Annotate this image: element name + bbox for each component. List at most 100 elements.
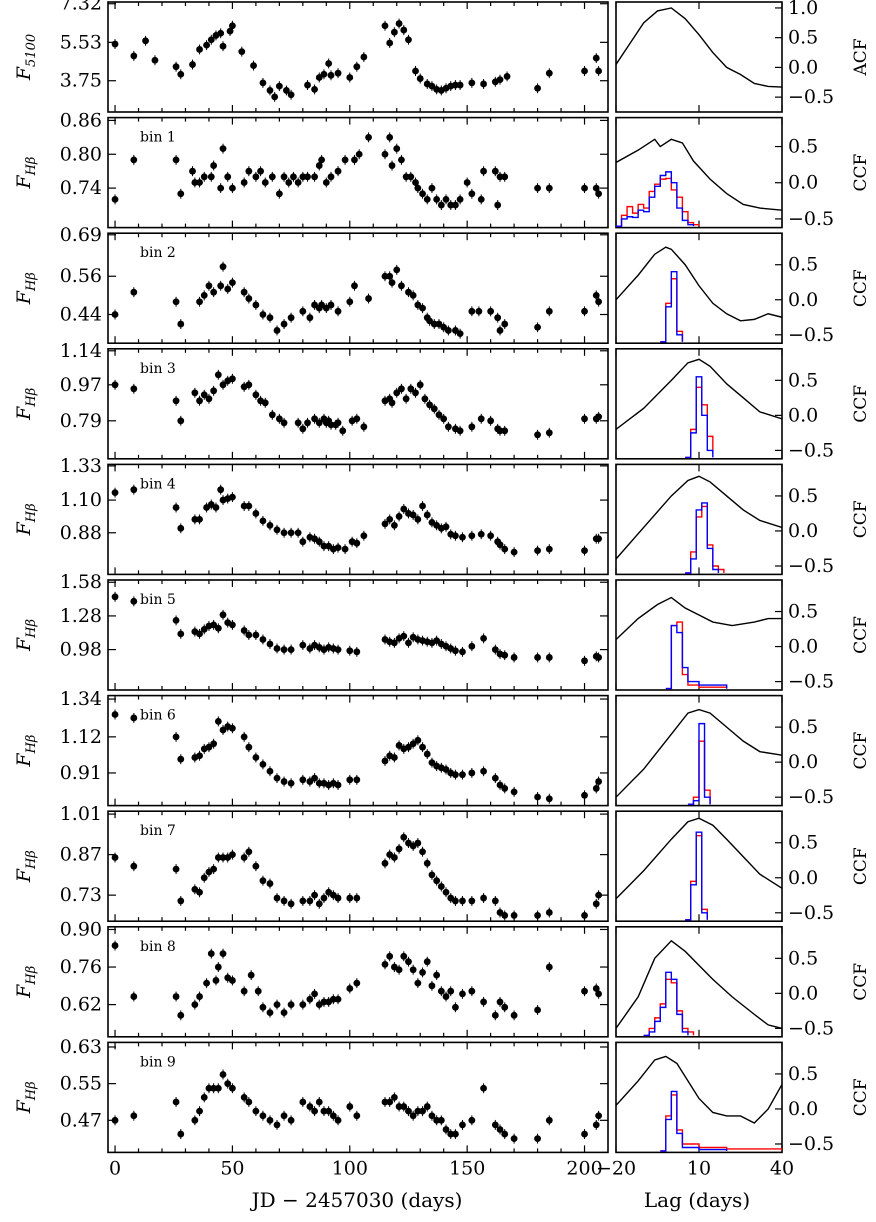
r-tick-label: 0.5 xyxy=(788,716,818,738)
data-point xyxy=(219,950,227,958)
r-tick-label: 0.5 xyxy=(788,369,818,391)
data-point xyxy=(252,754,260,761)
data-point xyxy=(437,883,445,890)
data-point xyxy=(494,314,502,322)
data-point xyxy=(217,29,225,37)
data-point xyxy=(210,288,218,296)
data-point xyxy=(595,190,603,198)
data-point xyxy=(229,1084,236,1092)
data-point xyxy=(275,415,283,423)
data-point xyxy=(210,621,218,629)
data-point xyxy=(254,987,262,995)
data-point xyxy=(414,839,422,847)
lag-histogram-red xyxy=(665,621,728,690)
r-tick-label: −0.5 xyxy=(788,786,834,808)
data-point xyxy=(320,894,328,902)
r-tick-label: −0.5 xyxy=(788,86,834,108)
data-point xyxy=(111,593,119,601)
data-point xyxy=(423,750,431,758)
data-point xyxy=(266,87,274,94)
data-point xyxy=(329,995,337,1003)
data-point xyxy=(207,173,215,181)
lightcurve-frame xyxy=(107,810,609,923)
data-point xyxy=(346,74,354,81)
data-point xyxy=(287,646,295,653)
data-point xyxy=(400,632,408,640)
data-point xyxy=(407,385,415,393)
data-point xyxy=(381,520,389,528)
data-point xyxy=(268,411,276,419)
y-tick-label: 0.80 xyxy=(60,143,102,165)
y-axis-label: FHβ xyxy=(13,388,39,421)
data-point xyxy=(245,1098,253,1106)
data-point xyxy=(217,282,225,290)
data-point xyxy=(306,314,314,322)
r-tick-label: 0.0 xyxy=(788,172,818,194)
data-point xyxy=(477,530,485,538)
data-point xyxy=(409,966,417,974)
data-point xyxy=(130,993,138,1000)
data-point xyxy=(381,150,389,158)
lightcurve-frame xyxy=(107,925,609,1038)
data-point xyxy=(252,173,260,181)
data-point xyxy=(468,987,476,995)
correlation-curve xyxy=(616,817,782,900)
correlation-curve xyxy=(616,138,782,211)
data-point xyxy=(196,1107,203,1115)
data-point xyxy=(501,173,509,181)
lag-histogram-red xyxy=(660,1094,782,1152)
data-point xyxy=(592,1121,600,1129)
data-point xyxy=(273,1121,281,1129)
data-point xyxy=(534,84,541,92)
data-point xyxy=(240,854,248,861)
r-tick-label: 0.0 xyxy=(788,1098,818,1120)
data-point xyxy=(240,987,248,995)
data-point xyxy=(412,67,419,75)
data-point xyxy=(299,538,307,546)
data-point xyxy=(200,291,208,299)
correlation-curve xyxy=(616,708,782,798)
data-point xyxy=(304,419,311,427)
data-point xyxy=(435,411,443,419)
data-point xyxy=(545,184,553,192)
data-point xyxy=(398,156,405,164)
bin-label: bin 3 xyxy=(140,361,176,377)
data-point xyxy=(545,795,553,803)
data-point xyxy=(329,1112,337,1120)
lightcurve-frame xyxy=(107,1041,609,1154)
data-point xyxy=(196,516,203,523)
data-point xyxy=(496,781,504,789)
data-point xyxy=(111,489,119,497)
data-point xyxy=(130,1112,138,1120)
data-point xyxy=(501,651,509,659)
data-point xyxy=(200,391,208,399)
data-point xyxy=(480,167,487,175)
data-point xyxy=(405,639,412,647)
data-point xyxy=(496,1126,504,1133)
data-point xyxy=(200,874,208,882)
data-point xyxy=(595,67,603,75)
data-point xyxy=(334,69,342,77)
y-axis-label: FHβ xyxy=(13,619,39,652)
y-tick-label: 0.47 xyxy=(60,1109,102,1131)
data-point xyxy=(334,167,342,175)
data-point xyxy=(400,952,408,960)
data-point xyxy=(191,179,199,186)
correlation-label: CCF xyxy=(851,153,871,191)
data-point xyxy=(320,70,328,78)
data-point xyxy=(447,201,455,209)
y-axis-label: FHβ xyxy=(13,503,39,536)
data-point xyxy=(266,521,274,529)
data-point xyxy=(442,1126,450,1133)
data-point xyxy=(130,52,138,60)
data-point xyxy=(510,548,518,556)
r-tick-label: 0.5 xyxy=(788,485,818,507)
data-point xyxy=(581,657,588,665)
r-tick-label: 0.5 xyxy=(788,254,818,276)
data-point xyxy=(581,184,588,192)
data-point xyxy=(240,733,248,741)
data-point xyxy=(402,395,410,403)
data-point xyxy=(210,162,218,169)
data-point xyxy=(545,654,553,661)
panel-bin-1: 0.86 0.80 0.74 FHβ bin 1 0.5 0.0 −0.5 CCF xyxy=(13,109,871,229)
